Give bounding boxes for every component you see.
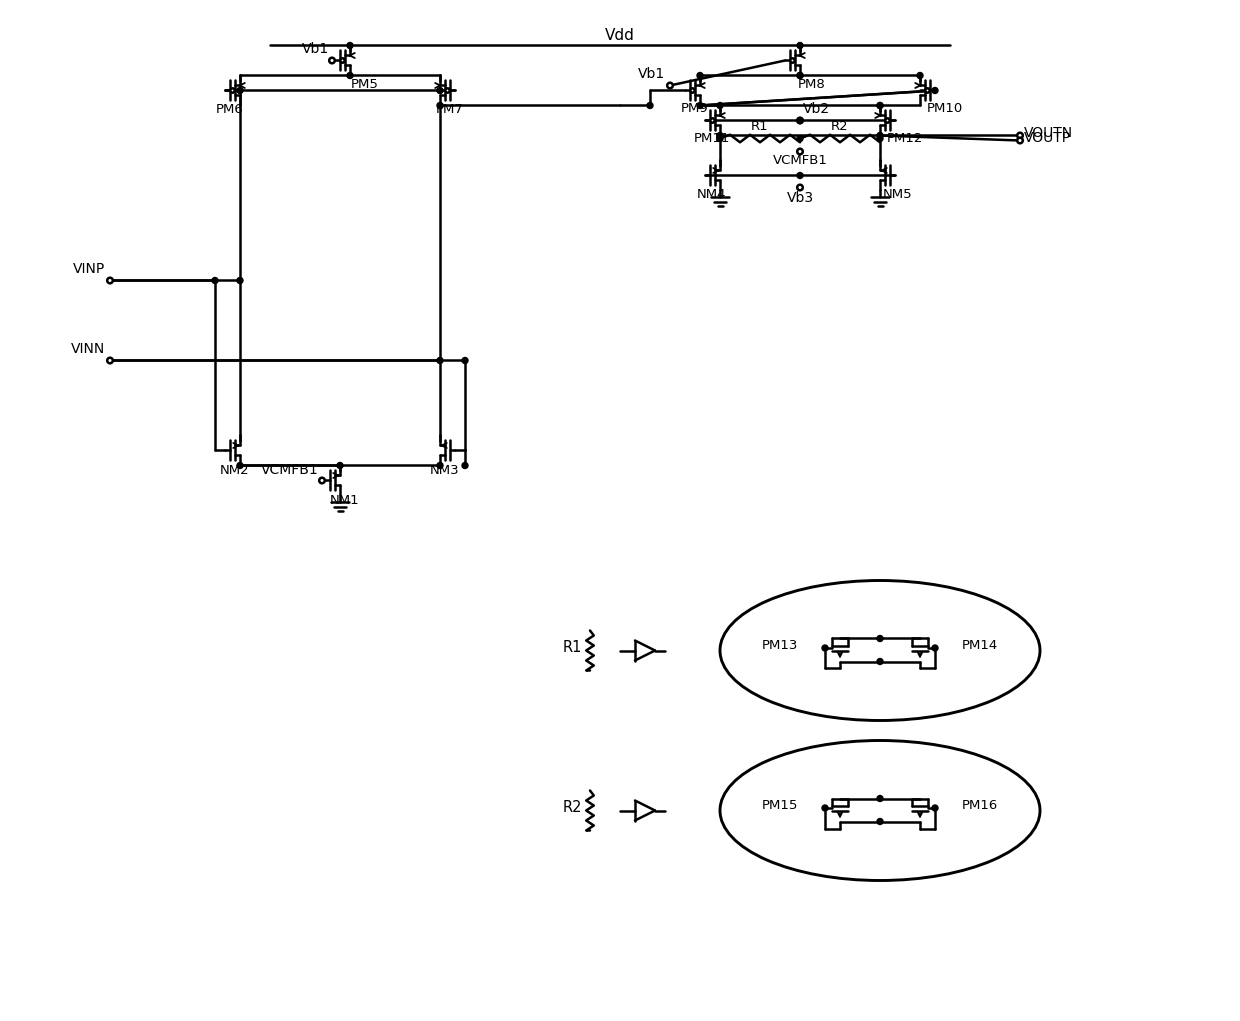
Circle shape (932, 645, 937, 651)
Text: PM12: PM12 (887, 133, 924, 146)
Text: Vb2: Vb2 (804, 102, 830, 116)
Circle shape (717, 136, 723, 142)
Text: PM14: PM14 (962, 639, 998, 652)
Text: VINP: VINP (73, 262, 105, 277)
Circle shape (436, 88, 443, 94)
Text: PM5: PM5 (351, 78, 379, 91)
Text: VCMFB1: VCMFB1 (262, 463, 319, 477)
Circle shape (932, 805, 937, 811)
Text: VINN: VINN (71, 342, 105, 356)
Circle shape (932, 88, 937, 94)
Circle shape (319, 478, 325, 483)
Text: Vb1: Vb1 (637, 67, 665, 82)
Circle shape (463, 463, 467, 469)
Circle shape (237, 278, 243, 284)
Circle shape (337, 463, 343, 469)
Circle shape (107, 357, 113, 363)
Circle shape (717, 102, 723, 108)
Circle shape (797, 72, 804, 79)
Circle shape (1017, 133, 1023, 138)
Text: PM6: PM6 (216, 103, 244, 116)
Circle shape (877, 102, 883, 108)
Circle shape (797, 185, 802, 190)
Circle shape (925, 88, 930, 93)
Text: R1: R1 (563, 640, 582, 655)
Circle shape (436, 357, 443, 363)
Circle shape (711, 118, 714, 123)
Circle shape (347, 43, 353, 49)
Circle shape (436, 463, 443, 469)
Circle shape (212, 278, 218, 284)
Text: PM9: PM9 (681, 102, 709, 115)
Circle shape (667, 83, 673, 88)
Text: PM7: PM7 (436, 103, 464, 116)
Circle shape (691, 88, 694, 93)
Text: NM3: NM3 (430, 464, 460, 477)
Text: PM8: PM8 (799, 78, 826, 91)
Circle shape (797, 43, 804, 49)
Text: Vb3: Vb3 (786, 192, 813, 205)
Circle shape (877, 635, 883, 641)
Circle shape (877, 133, 883, 139)
Circle shape (697, 102, 703, 108)
Circle shape (463, 357, 467, 363)
Text: VOUTN: VOUTN (1024, 127, 1073, 141)
Text: VCMFB1: VCMFB1 (773, 154, 827, 167)
Circle shape (697, 72, 703, 79)
Circle shape (445, 88, 450, 93)
Circle shape (822, 645, 828, 651)
Circle shape (918, 72, 923, 79)
Circle shape (329, 58, 335, 63)
Text: R2: R2 (563, 800, 582, 815)
Circle shape (822, 805, 828, 811)
Circle shape (885, 118, 890, 123)
Text: NM1: NM1 (330, 493, 360, 506)
Circle shape (107, 278, 113, 283)
Circle shape (1017, 138, 1023, 143)
Circle shape (790, 58, 795, 62)
Text: NM4: NM4 (697, 188, 727, 200)
Circle shape (877, 102, 883, 108)
Circle shape (347, 72, 353, 79)
Circle shape (436, 102, 443, 108)
Circle shape (717, 133, 723, 139)
Circle shape (797, 149, 802, 154)
Text: Vdd: Vdd (605, 28, 635, 43)
Text: R2: R2 (831, 119, 849, 133)
Circle shape (877, 819, 883, 825)
Text: PM13: PM13 (761, 639, 799, 652)
Circle shape (340, 58, 345, 62)
Circle shape (797, 136, 804, 142)
Circle shape (231, 88, 234, 93)
Circle shape (237, 88, 243, 94)
Circle shape (797, 117, 802, 124)
Circle shape (877, 795, 883, 801)
Circle shape (877, 136, 883, 142)
Circle shape (797, 72, 804, 79)
Text: R1: R1 (751, 119, 769, 133)
Circle shape (797, 173, 804, 179)
Text: VOUTP: VOUTP (1024, 132, 1071, 146)
Circle shape (797, 117, 804, 124)
Text: NM2: NM2 (221, 464, 249, 477)
Circle shape (877, 659, 883, 665)
Text: PM11: PM11 (694, 133, 730, 146)
Text: PM15: PM15 (761, 799, 799, 812)
Text: PM10: PM10 (926, 102, 963, 115)
Circle shape (647, 102, 653, 108)
Circle shape (237, 463, 243, 469)
Text: NM5: NM5 (883, 188, 913, 200)
Text: Vb1: Vb1 (301, 43, 329, 56)
Text: PM16: PM16 (962, 799, 998, 812)
